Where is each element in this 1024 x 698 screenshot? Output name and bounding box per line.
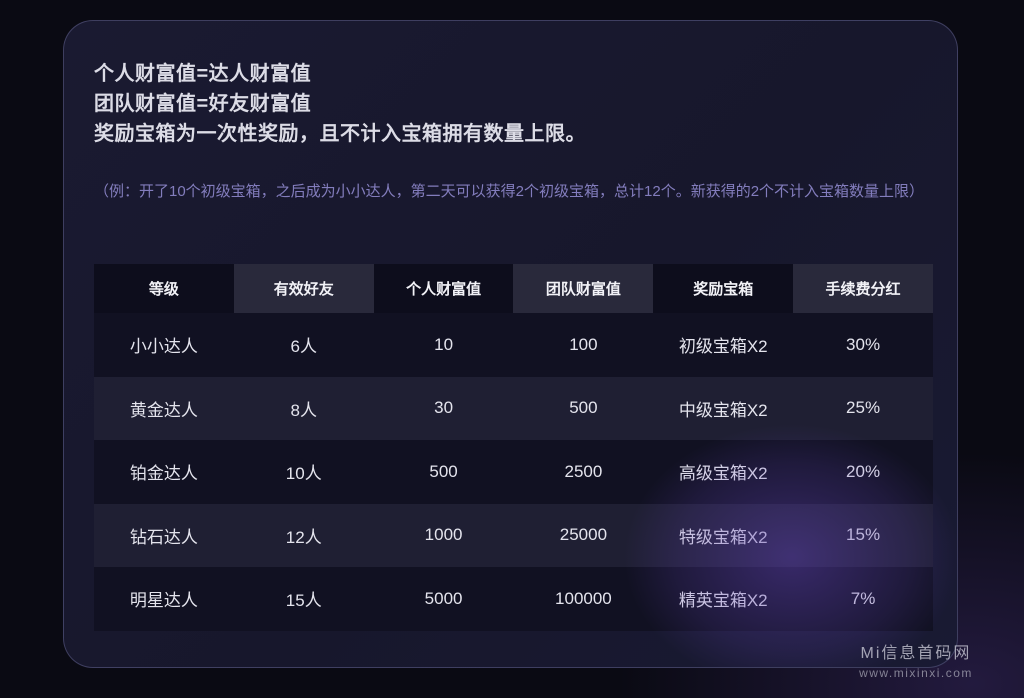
table-body: 小小达人 6人 10 100 初级宝箱X2 30% 黄金达人 8人 30 500 中级宝箱X2 25%… [94, 313, 933, 631]
table-row: 黄金达人 8人 30 500 中级宝箱X2 25% [94, 376, 933, 440]
table-cell: 初级宝箱X2 [678, 337, 768, 357]
levels-table: 等级 有效好友 个人财富值 团队财富值 奖励宝箱 手续费分红 小小达人 6人 10 1… [94, 264, 933, 631]
table-cell: 1000 [424, 525, 463, 545]
watermark: Mi信息首码网 www.mixinxi.com [848, 644, 984, 681]
table-row: 明星达人 15人 5000 100000 精英宝箱X2 7% [94, 567, 933, 631]
table-cell: 小小达人 [129, 337, 198, 357]
table-cell: 7% [850, 588, 876, 608]
table-cell: 12人 [285, 527, 322, 547]
table-header-row: 等级 有效好友 个人财富值 团队财富值 奖励宝箱 手续费分红 [94, 264, 933, 313]
header-cell-valid-friends: 有效好友 [233, 264, 374, 313]
intro-text: 个人财富值=达人财富值 团队财富值=好友财富值 奖励宝箱为一次性奖励，且不计入宝… [94, 59, 934, 149]
table-row: 小小达人 6人 10 100 初级宝箱X2 30% [94, 313, 933, 377]
intro-line-team-wealth: 团队财富值=好友财富值 [94, 93, 312, 115]
table-cell: 8人 [290, 400, 317, 420]
table-cell: 25% [846, 398, 881, 418]
table-cell: 特级宝箱X2 [678, 527, 768, 547]
table-cell: 钻石达人 [129, 527, 198, 547]
table-row: 铂金达人 10人 500 2500 高级宝箱X2 20% [94, 440, 933, 504]
intro-line-reward-chest: 奖励宝箱为一次性奖励，且不计入宝箱拥有数量上限。 [94, 123, 586, 145]
table-cell: 2500 [564, 461, 603, 481]
table-cell: 中级宝箱X2 [678, 400, 768, 420]
table-cell: 10人 [285, 464, 322, 484]
table-cell: 100000 [555, 588, 612, 608]
table-cell: 500 [429, 461, 458, 481]
info-card: 个人财富值=达人财富值 团队财富值=好友财富值 奖励宝箱为一次性奖励，且不计入宝… [63, 20, 958, 668]
table-cell: 高级宝箱X2 [678, 464, 768, 484]
watermark-site-name: Mi信息首码网 [860, 645, 972, 662]
example-note: （例：开了10个初级宝箱，之后成为小小达人，第二天可以获得2个初级宝箱，总计12… [94, 183, 925, 200]
table-cell: 30 [434, 398, 454, 418]
table-cell: 明星达人 [129, 591, 198, 611]
table-cell: 6人 [290, 337, 317, 357]
table-cell: 25000 [559, 525, 608, 545]
table-row: 钻石达人 12人 1000 25000 特级宝箱X2 15% [94, 503, 933, 567]
table-cell: 30% [846, 334, 881, 354]
table-cell: 15人 [285, 591, 322, 611]
table-cell: 100 [569, 334, 598, 354]
table-cell: 铂金达人 [129, 464, 198, 484]
header-cell-reward-chest: 奖励宝箱 [653, 264, 794, 313]
header-cell-level: 等级 [94, 264, 234, 313]
watermark-site-url: www.mixinxi.com [859, 666, 973, 680]
header-cell-team-wealth: 团队财富值 [513, 264, 654, 313]
table-cell: 20% [846, 461, 881, 481]
table-cell: 15% [846, 525, 881, 545]
table-cell: 10 [434, 334, 454, 354]
header-cell-personal-wealth: 个人财富值 [373, 264, 514, 313]
intro-line-personal-wealth: 个人财富值=达人财富值 [94, 63, 312, 85]
header-cell-fee-dividend: 手续费分红 [793, 264, 933, 313]
table-cell: 500 [569, 398, 598, 418]
table-cell: 精英宝箱X2 [678, 591, 768, 611]
table-cell: 黄金达人 [129, 400, 198, 420]
table-cell: 5000 [424, 588, 463, 608]
